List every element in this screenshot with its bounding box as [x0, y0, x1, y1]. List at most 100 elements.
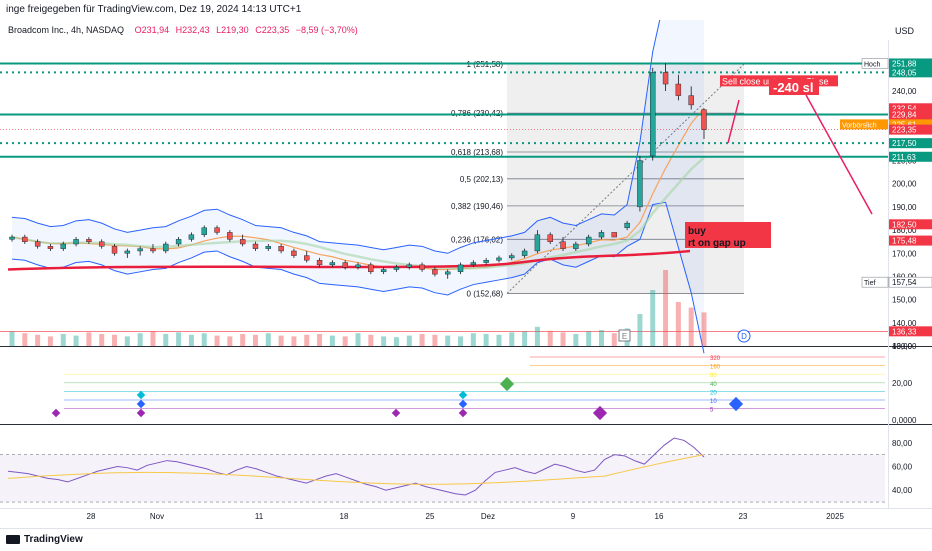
candle-body [227, 232, 233, 240]
open-value: O231,94 [134, 25, 170, 35]
volume-bar [432, 334, 438, 346]
volume-bar [406, 335, 412, 346]
volume-bar [214, 335, 220, 346]
candle-body [509, 255, 515, 259]
time-axis-tick: 25 [426, 512, 435, 521]
volume-bar [99, 334, 105, 346]
price-axis-tick: 190,00 [892, 203, 917, 212]
volume-bar [86, 332, 92, 346]
price-tag-label: 217,50 [892, 139, 917, 148]
osc-axis-tick: 40,00 [892, 342, 913, 351]
close-value: C223,35 [255, 25, 290, 35]
osc-signal-diamond [51, 408, 61, 418]
volume-bar [188, 334, 194, 346]
candle-body [342, 262, 348, 268]
candle-body [47, 246, 54, 249]
tradingview-logo[interactable]: TradingView [6, 534, 83, 545]
extreme-tag-box [861, 276, 889, 288]
candle-body [688, 95, 694, 106]
volume-bar [586, 331, 592, 346]
volume-bar [419, 334, 425, 346]
volume-bar [381, 336, 387, 346]
volume-bar [650, 290, 656, 346]
price-tag-label: 223,35 [892, 126, 917, 135]
osc-level-label: 10 [710, 399, 717, 405]
candle-body [329, 262, 336, 266]
extreme-tag-box [861, 58, 889, 69]
volume-bar [483, 334, 489, 346]
chart-svg[interactable]: 1 (251,58)0,786 (230,42)0,618 (213,68)0,… [0, 20, 932, 528]
candle-body [86, 239, 92, 242]
premarket-tag-label: Vorbörslich [842, 122, 877, 129]
volume-bar [573, 334, 579, 346]
volume-bar [496, 334, 502, 346]
price-tag-box [889, 109, 932, 120]
volume-bar [458, 336, 464, 346]
volume-bar [35, 334, 41, 346]
price-axis-tick: 200,00 [892, 180, 917, 189]
candle-body [34, 241, 41, 247]
osc-signal-diamond [592, 405, 608, 421]
annotation-sell-arrow [727, 99, 740, 144]
osc-signal-diamond [728, 396, 744, 412]
osc-signal-diamond [391, 408, 401, 418]
volume-bar [227, 336, 233, 346]
volume-bar [470, 333, 476, 346]
osc-level-label: 160 [710, 365, 721, 371]
candle-body [496, 257, 502, 261]
osc-level-label: 320 [710, 356, 721, 362]
volume-bar [163, 334, 169, 346]
osc-signal-diamond [499, 376, 515, 392]
chart-legend: Broadcom Inc., 4h, NASDAQ O231,94 H232,4… [8, 25, 362, 35]
candle-body [585, 236, 592, 245]
osc-level-label: 40 [710, 382, 717, 388]
osc-signal-diamond [136, 399, 146, 409]
annotation-buy-text: rt on gap up [688, 238, 746, 249]
candle-body [252, 243, 259, 249]
candle-body [432, 269, 438, 275]
rsi-band-fill [0, 454, 885, 503]
dividend-marker-icon [737, 329, 751, 343]
price-axis-tick: 180,00 [892, 226, 917, 235]
candle-body [624, 222, 630, 228]
candle-body [9, 236, 15, 240]
fib-level-label: 1 (251,58) [467, 60, 504, 69]
time-axis-tick: 18 [340, 512, 349, 521]
volume-bar [355, 333, 361, 346]
candle-body [163, 243, 169, 252]
volume-bar [329, 335, 335, 346]
volume-bar [73, 335, 79, 346]
volume-bar [342, 336, 348, 346]
price-tag-box [889, 235, 932, 246]
annotation-sl-arrow [805, 94, 873, 215]
price-tag-label: 136,33 [892, 327, 917, 336]
candle-body [60, 243, 66, 249]
fib-level-label: 0,618 (213,68) [451, 148, 503, 157]
candle-body [137, 248, 143, 252]
price-tag-box [889, 219, 932, 230]
osc-level-label: 20 [710, 390, 717, 396]
price-tag-box [889, 151, 932, 162]
time-axis-tick: 9 [571, 512, 576, 521]
earnings-marker-letter: E [622, 332, 627, 341]
volume-bar [265, 333, 271, 346]
price-axis-tick: 240,00 [892, 87, 917, 96]
rsi-signal-line [7, 454, 705, 485]
fib-trend-line [506, 63, 745, 294]
candle-body [22, 236, 28, 242]
dividend-marker-letter: D [741, 332, 747, 341]
candle-body [662, 72, 669, 85]
candle-body [457, 264, 464, 273]
sma-long-line [7, 249, 691, 271]
candle-body [73, 239, 79, 245]
fib-level-label: 0,5 (202,13) [460, 175, 503, 184]
osc-signal-diamond [136, 408, 146, 418]
candle-body [239, 239, 246, 245]
candle-body [483, 260, 489, 263]
price-tag-box [889, 124, 932, 135]
time-axis-tick: 23 [739, 512, 748, 521]
volume-bar [60, 334, 66, 346]
price-axis-tick: 140,00 [892, 319, 917, 328]
price-tag-box [889, 119, 932, 130]
volume-bar [252, 334, 258, 346]
